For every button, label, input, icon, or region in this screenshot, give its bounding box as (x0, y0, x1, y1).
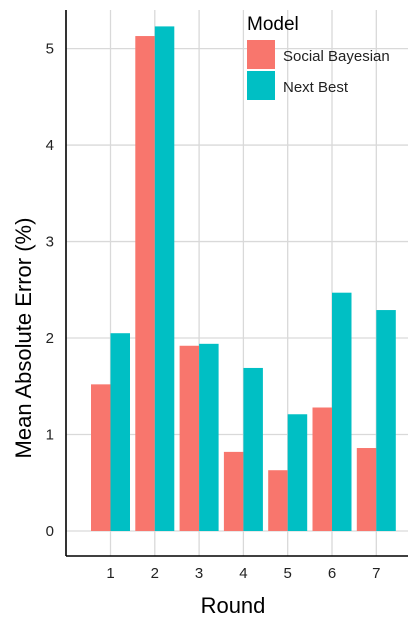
bar-next-best-round-3 (199, 343, 219, 531)
bar-next-best-round-1 (110, 333, 130, 531)
axes (65, 10, 408, 557)
bar-social-bayesian-round-2 (135, 36, 155, 532)
bar-next-best-round-7 (376, 310, 396, 531)
y-axis-title: Mean Absolute Error (%) (11, 218, 36, 459)
y-tick-labels: 0 1 2 3 4 5 (46, 41, 54, 540)
bar-next-best-round-2 (154, 26, 175, 531)
x-tick-label: 6 (328, 565, 336, 582)
legend-label-social-bayesian: Social Bayesian (283, 48, 390, 65)
x-axis-title: Round (201, 593, 266, 618)
bar-social-bayesian-round-1 (91, 384, 111, 531)
y-tick-label: 5 (46, 41, 54, 58)
x-tick-label: 1 (106, 565, 114, 582)
y-tick-label: 2 (46, 330, 54, 347)
bar-social-bayesian-round-7 (356, 448, 377, 531)
legend-swatch-social-bayesian (247, 40, 275, 69)
legend: Model Social Bayesian Next Best (247, 14, 390, 100)
legend-label-next-best: Next Best (283, 79, 349, 96)
y-tick-label: 0 (46, 523, 54, 540)
x-tick-label: 2 (151, 565, 159, 582)
bar-social-bayesian-round-3 (179, 345, 200, 531)
bar-social-bayesian-round-4 (223, 451, 244, 531)
legend-title: Model (247, 14, 299, 35)
x-tick-label: 4 (239, 565, 247, 582)
y-tick-label: 3 (46, 234, 54, 251)
legend-swatch-next-best (247, 71, 275, 100)
bar-next-best-round-4 (243, 367, 263, 531)
bar-next-best-round-5 (287, 414, 308, 531)
x-tick-label: 5 (284, 565, 292, 582)
x-tick-label: 3 (195, 565, 203, 582)
x-tick-label: 7 (372, 565, 380, 582)
y-tick-label: 1 (46, 427, 54, 444)
bar-social-bayesian-round-6 (312, 407, 332, 531)
bar-social-bayesian-round-5 (268, 470, 288, 531)
bar-next-best-round-6 (332, 292, 352, 531)
bars (91, 26, 396, 532)
y-tick-label: 4 (46, 137, 54, 154)
x-tick-labels: 1 2 3 4 5 6 7 (106, 565, 380, 582)
